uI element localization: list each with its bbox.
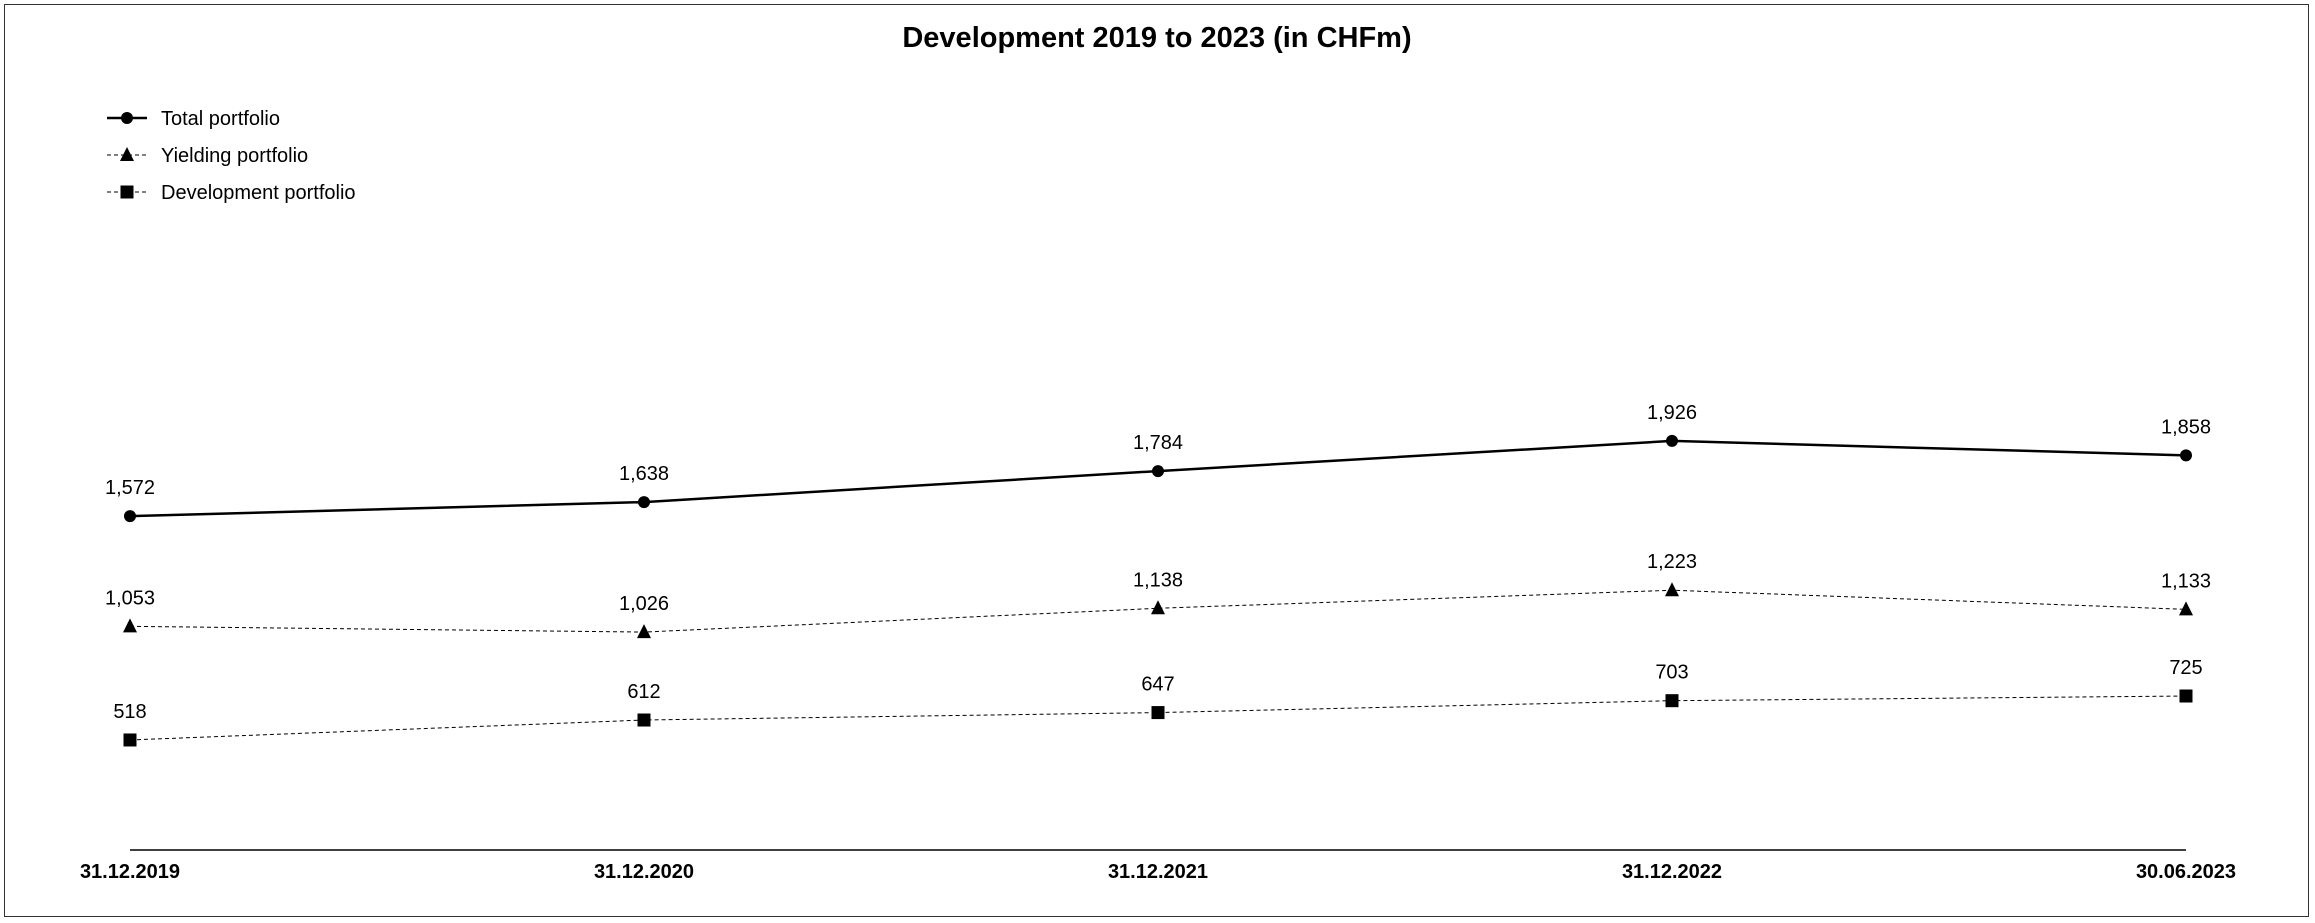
data-point <box>1666 435 1678 447</box>
data-point <box>124 733 137 746</box>
data-point <box>2179 601 2193 615</box>
data-label: 1,053 <box>105 587 155 609</box>
data-label: 703 <box>1655 662 1688 684</box>
data-point <box>1152 465 1164 477</box>
data-label: 1,223 <box>1647 551 1697 573</box>
data-point <box>1151 600 1165 614</box>
data-point <box>2180 690 2193 703</box>
legend-label: Development portfolio <box>161 182 356 204</box>
data-point <box>123 618 137 632</box>
data-label: 1,572 <box>105 477 155 499</box>
legend: Total portfolio Yielding portfolio Develop… <box>107 108 356 204</box>
data-label: 1,138 <box>1133 569 1183 591</box>
legend-label: Yielding portfolio <box>161 145 308 167</box>
data-label: 612 <box>627 681 660 703</box>
data-point <box>1152 706 1165 719</box>
data-point <box>2180 449 2192 461</box>
data-label: 518 <box>113 701 146 723</box>
series-layer: 1,572 1,638 1,784 1,926 1,858 1,053 1,026 1,138… <box>105 402 2211 747</box>
data-label: 647 <box>1141 674 1174 696</box>
series-triangle: 1,053 1,026 1,138 1,223 1,133 <box>105 551 2211 638</box>
data-label: 1,784 <box>1133 432 1183 454</box>
legend-marker <box>121 186 134 199</box>
x-tick-label: 31.12.2022 <box>1622 861 1722 883</box>
legend-item: Total portfolio <box>107 108 280 130</box>
series-circle: 1,572 1,638 1,784 1,926 1,858 <box>105 402 2211 522</box>
x-tick-label: 31.12.2020 <box>594 861 694 883</box>
data-point <box>638 714 651 727</box>
data-point <box>1665 582 1679 596</box>
data-point <box>638 496 650 508</box>
chart-title: Development 2019 to 2023 (in CHFm) <box>902 22 1411 54</box>
x-tick-label: 31.12.2021 <box>1108 861 1208 883</box>
data-label: 1,926 <box>1647 402 1697 424</box>
x-axis-ticks: 31.12.2019 31.12.2020 31.12.2021 31.12.2022… <box>80 861 2236 883</box>
data-point <box>124 510 136 522</box>
legend-label: Total portfolio <box>161 108 280 130</box>
data-label: 1,026 <box>619 593 669 615</box>
data-point <box>637 624 651 638</box>
data-point <box>1666 694 1679 707</box>
series-square: 518 612 647 703 725 <box>113 657 2202 746</box>
data-label: 1,858 <box>2161 416 2211 438</box>
data-label: 1,133 <box>2161 570 2211 592</box>
legend-item: Development portfolio <box>107 182 356 204</box>
data-label: 1,638 <box>619 463 669 485</box>
legend-marker <box>120 147 134 161</box>
legend-item: Yielding portfolio <box>107 145 308 167</box>
x-tick-label: 31.12.2019 <box>80 861 180 883</box>
legend-marker <box>121 112 133 124</box>
data-label: 725 <box>2169 657 2202 679</box>
x-tick-label: 30.06.2023 <box>2136 861 2236 883</box>
